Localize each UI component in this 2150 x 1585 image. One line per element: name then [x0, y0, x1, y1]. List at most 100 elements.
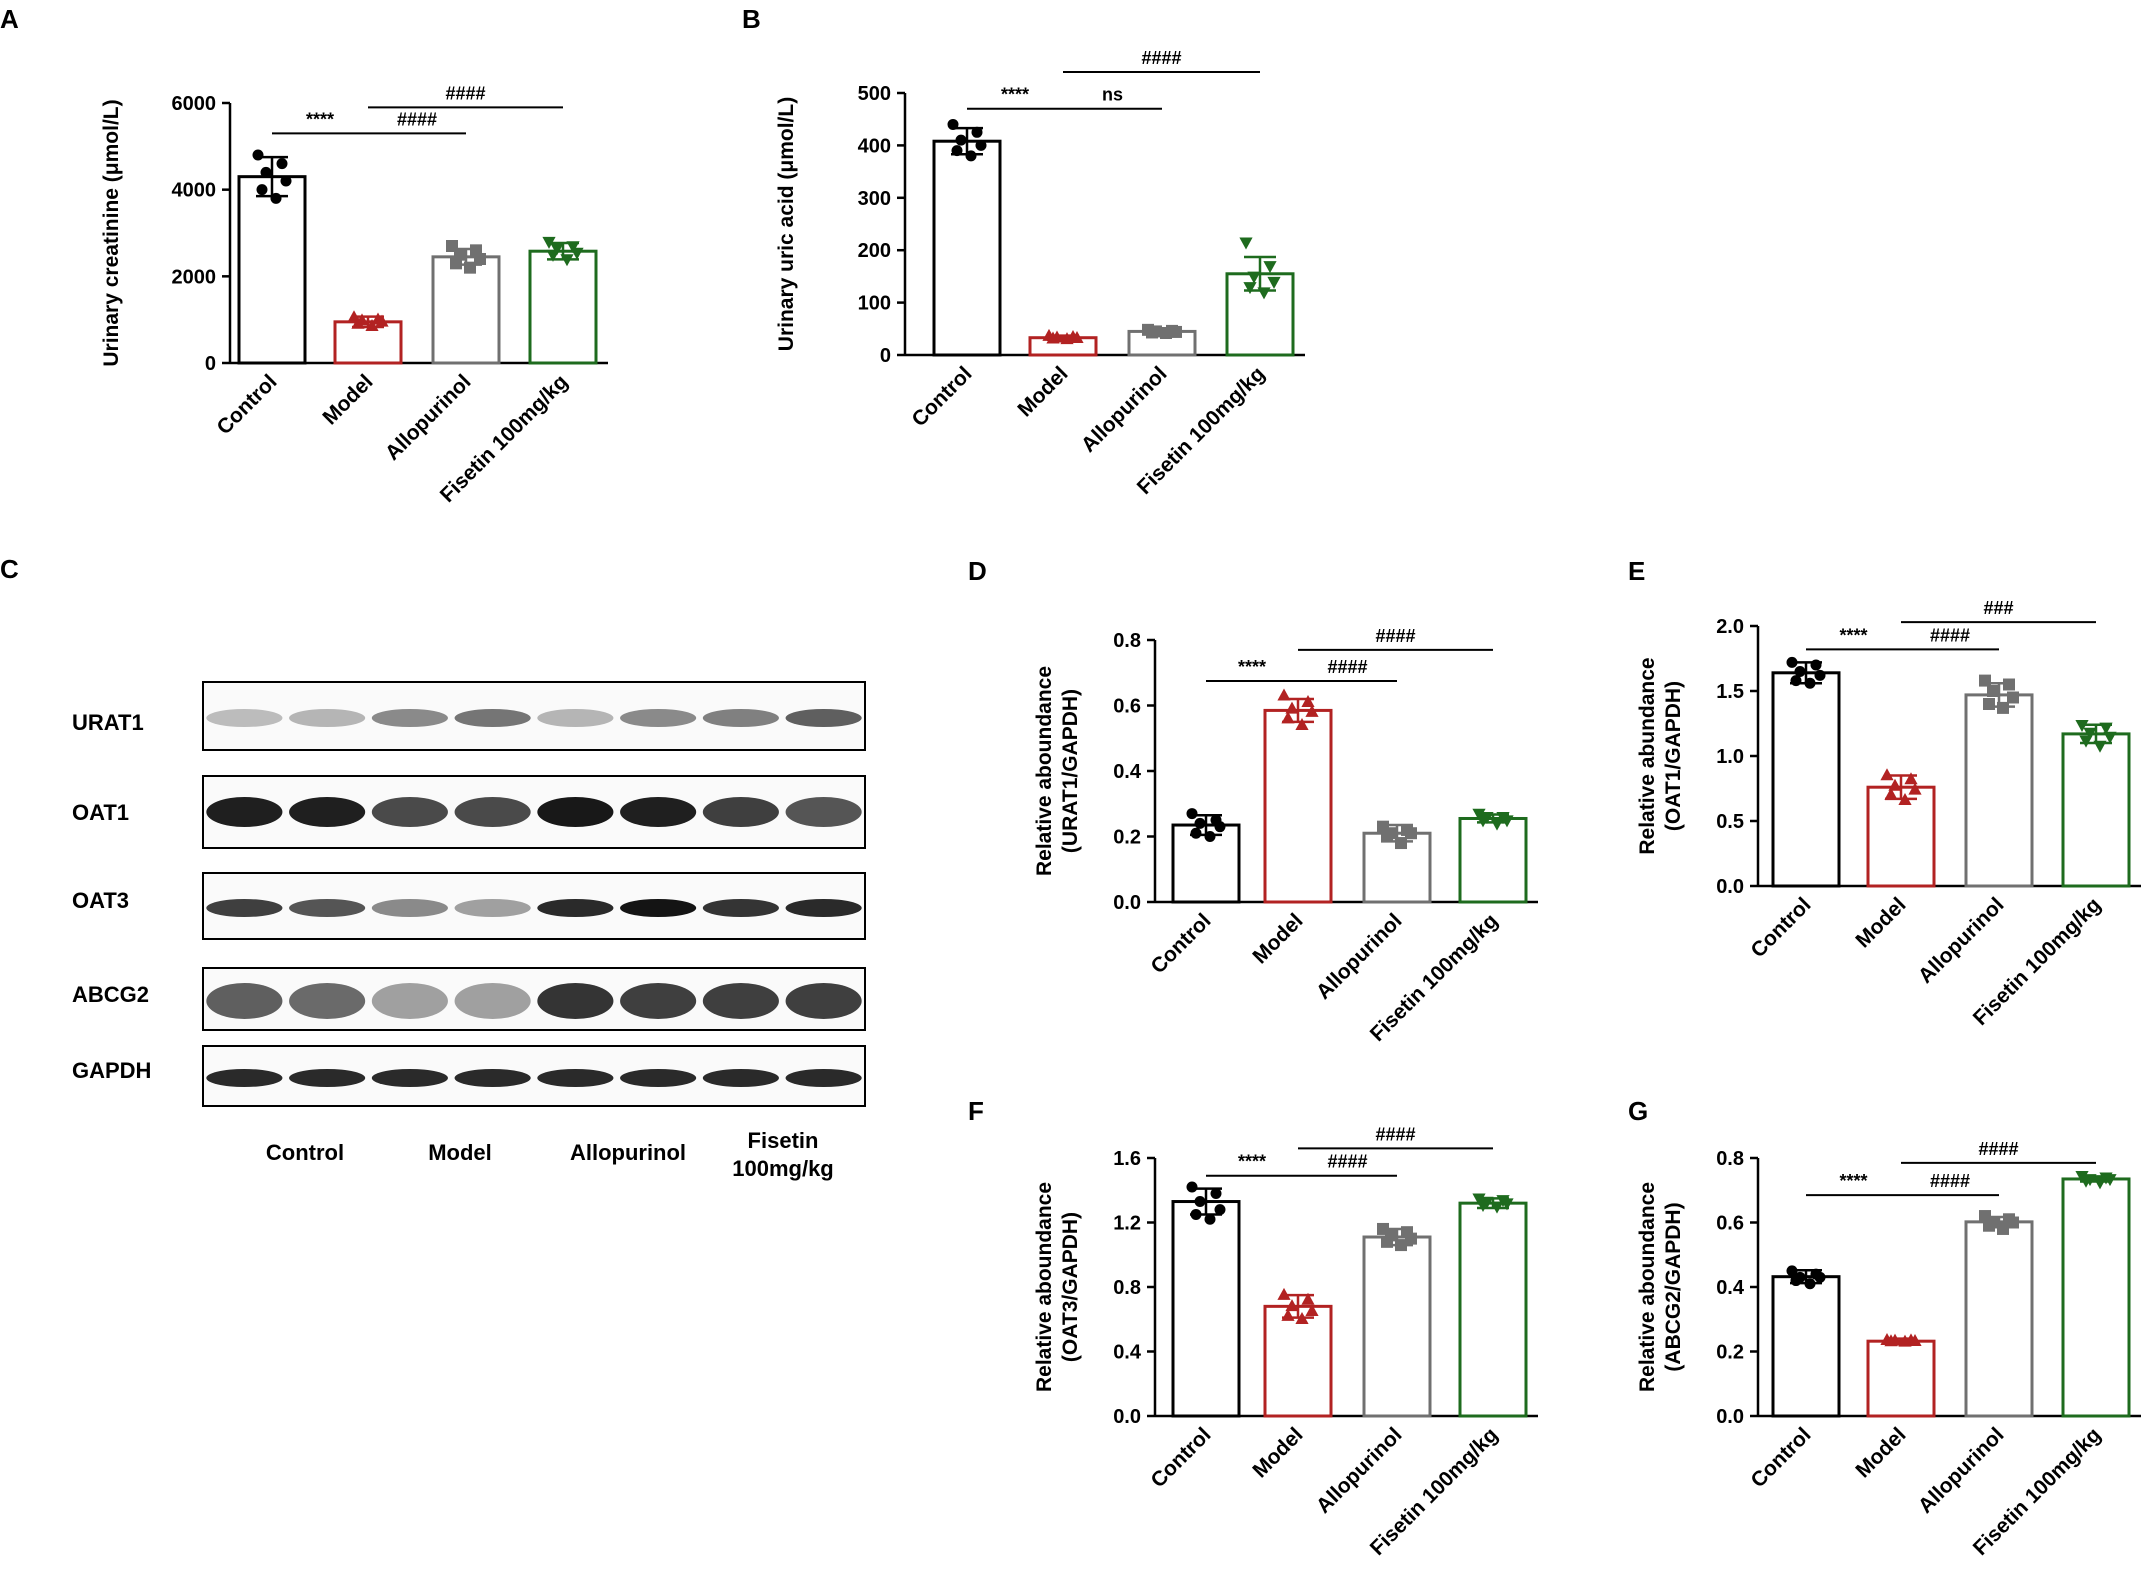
- x-tick-label: Allopurinol: [1914, 893, 2009, 988]
- x-tick-label: Model: [1248, 909, 1307, 968]
- significance-label: ns: [1102, 85, 1123, 105]
- x-tick-label: Control: [212, 370, 281, 439]
- blot-band: [454, 899, 531, 917]
- y-tick-label: 400: [858, 135, 891, 157]
- data-point: [2079, 735, 2093, 748]
- data-point: [1243, 282, 1257, 295]
- bar-control: [932, 139, 1002, 357]
- y-axis-label: Relative aboundance (ABCG2/GAPDH): [1636, 1182, 1685, 1392]
- blot-band: [371, 983, 448, 1019]
- x-tick-label: Model: [1248, 1423, 1307, 1482]
- data-point: [1997, 701, 2009, 714]
- x-tick-label: Control: [1146, 1423, 1215, 1492]
- blot-band: [289, 797, 366, 827]
- data-point: [1277, 688, 1291, 701]
- blot-band: [702, 983, 779, 1019]
- data-point: [947, 118, 959, 130]
- y-tick-label: 2000: [172, 266, 217, 288]
- data-point: [1146, 326, 1158, 339]
- y-tick-label: 300: [858, 188, 891, 210]
- y-tick-label: 0: [880, 345, 891, 367]
- significance-label: ####: [397, 109, 437, 129]
- blot-band: [537, 899, 614, 917]
- bar-control: [1771, 671, 1841, 888]
- blot-band: [371, 1069, 448, 1087]
- data-point: [1070, 331, 1084, 344]
- data-point: [1257, 287, 1271, 300]
- y-tick-label: 4000: [172, 180, 217, 202]
- blot-band: [702, 709, 779, 727]
- data-point: [1295, 717, 1309, 730]
- blot-band: [454, 709, 531, 727]
- blot-band: [371, 797, 448, 827]
- chart-panel-A: A 0 2000 4000 6000 Urinary creatinine (μmol/L…: [0, 4, 608, 507]
- data-point: [1476, 815, 1490, 828]
- x-tick-label: Allopurinol: [1914, 1423, 2009, 1518]
- data-point: [1810, 659, 1822, 671]
- chart-panel-E: E 0.0 0.5 1.0 1.5 2.0 Relative abundance (OAT1/…: [1628, 556, 2141, 1030]
- data-point: [1790, 1275, 1802, 1287]
- x-tick-label: Allopurinol: [381, 370, 476, 465]
- y-axis-label: Relative aboundance (OAT3/GAPDH): [1033, 1182, 1082, 1392]
- y-tick-label: 0.4: [1716, 1277, 1745, 1299]
- blot-band: [454, 797, 531, 827]
- chart-panel-D: D 0.0 0.2 0.4 0.6 0.8 Relative aboundance (URAT…: [968, 556, 1538, 1046]
- blot-band: [537, 797, 614, 827]
- x-tick-label: Control: [1746, 893, 1815, 962]
- data-point: [1381, 830, 1393, 843]
- blot-band: [206, 899, 283, 917]
- data-point: [351, 316, 365, 329]
- y-tick-label: 0.0: [1113, 1406, 1141, 1428]
- panel-label: F: [968, 1096, 984, 1126]
- significance-label: ****: [1839, 1171, 1867, 1191]
- panel-label: C: [0, 554, 19, 584]
- data-point: [1285, 701, 1299, 714]
- x-tick-label: Control: [907, 362, 976, 431]
- data-point: [1983, 1219, 1995, 1232]
- data-point: [951, 145, 963, 157]
- blot-band: [702, 1069, 779, 1087]
- y-tick-label: 200: [858, 240, 891, 262]
- y-tick-label: 0.4: [1113, 1342, 1142, 1364]
- y-tick-label: 0.8: [1113, 630, 1141, 652]
- bar-fisetin-100mg-kg: [2061, 732, 2131, 888]
- data-point: [1285, 1299, 1299, 1312]
- panel-label: G: [1628, 1096, 1648, 1126]
- blot-band: [785, 1069, 862, 1087]
- y-tick-label: 1.0: [1716, 746, 1744, 768]
- data-point: [2007, 691, 2019, 704]
- y-tick-label: 0.0: [1716, 1406, 1744, 1428]
- data-point: [2103, 1174, 2117, 1187]
- panel-label: B: [742, 4, 761, 34]
- y-tick-label: 500: [858, 83, 891, 105]
- x-tick-label: Model: [1851, 893, 1910, 952]
- data-point: [1204, 1213, 1216, 1225]
- data-point: [955, 134, 967, 146]
- data-point: [1301, 1292, 1315, 1305]
- y-tick-label: 100: [858, 293, 891, 315]
- y-tick-label: 0.0: [1716, 876, 1744, 898]
- data-point: [2075, 720, 2089, 732]
- x-tick-label: Allopurinol: [1312, 1423, 1407, 1518]
- data-point: [566, 241, 580, 254]
- data-point: [1500, 1198, 1514, 1211]
- data-point: [1898, 793, 1912, 805]
- blot-protein-label: OAT1: [72, 800, 129, 825]
- data-point: [971, 126, 983, 138]
- data-point: [975, 139, 987, 151]
- y-tick-label: 1.2: [1113, 1213, 1141, 1235]
- y-tick-label: 1.5: [1716, 681, 1744, 703]
- data-point: [260, 166, 272, 178]
- data-point: [450, 257, 462, 270]
- x-tick-label: Allopurinol: [1077, 362, 1172, 457]
- data-point: [542, 236, 556, 249]
- data-point: [1794, 666, 1806, 677]
- data-point: [1814, 1271, 1826, 1283]
- data-point: [1395, 1239, 1407, 1252]
- data-point: [1194, 1196, 1206, 1208]
- blot-group-label: Allopurinol: [570, 1140, 686, 1165]
- data-point: [1281, 1308, 1295, 1321]
- blot-band: [289, 1069, 366, 1087]
- bar-model: [1866, 1339, 1936, 1418]
